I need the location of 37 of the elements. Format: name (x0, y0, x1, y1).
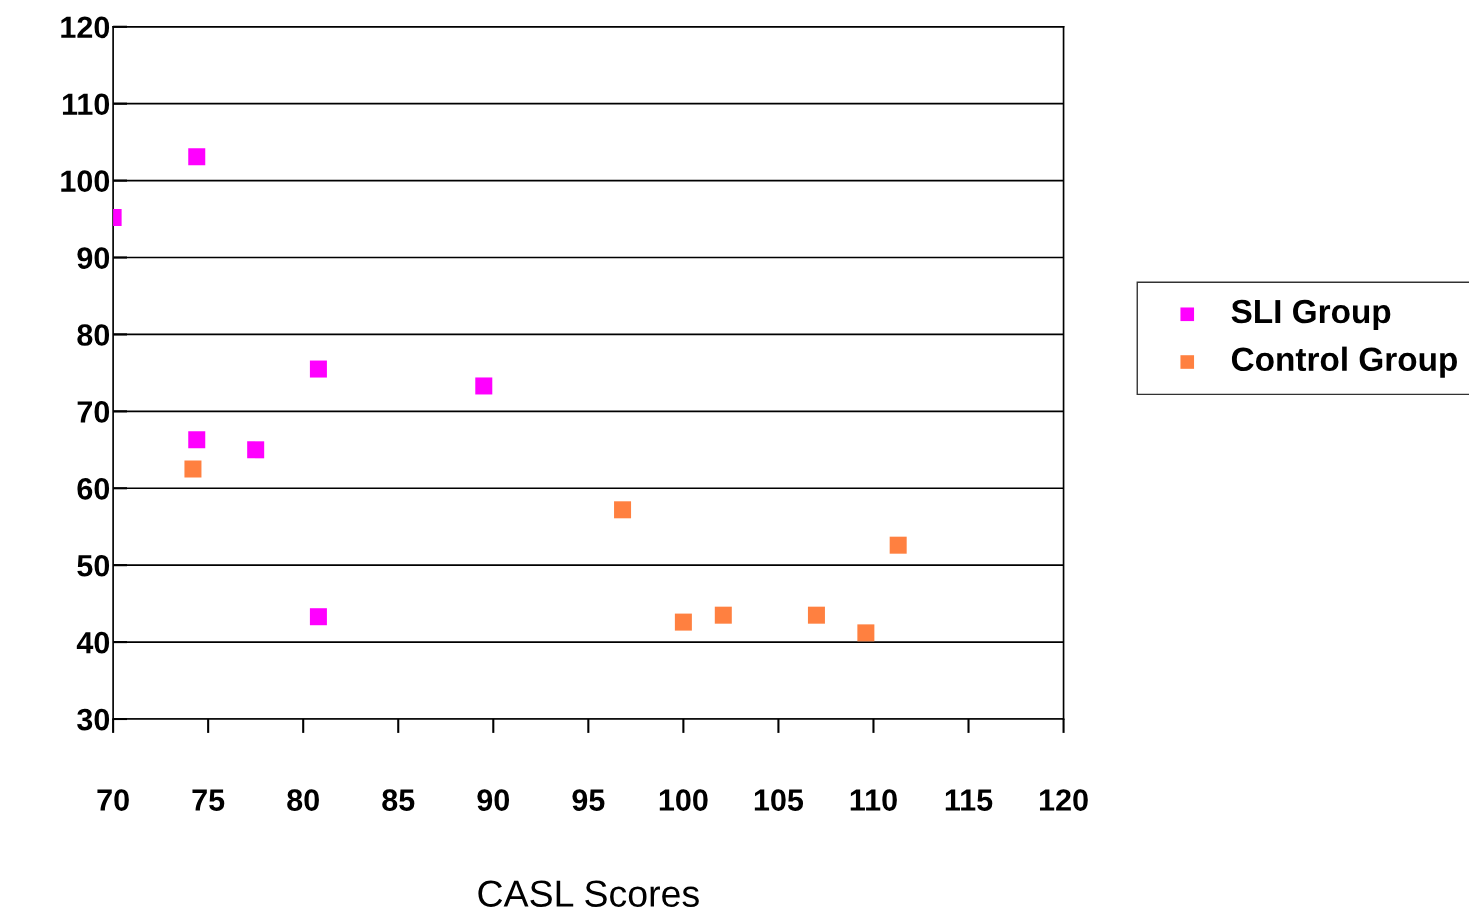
x-tick-label: 100 (659, 789, 708, 811)
point (614, 501, 632, 519)
point (309, 608, 327, 626)
x-tick-label: 80 (287, 789, 319, 811)
x-tick-label: 70 (97, 789, 129, 811)
point (857, 624, 875, 642)
point (889, 536, 907, 554)
point (247, 441, 265, 459)
point (188, 431, 206, 449)
legend-label: Control Group (1231, 346, 1457, 378)
y-tick-label: 50 (77, 554, 110, 577)
x-axis-title: CASL Scores (478, 880, 699, 907)
point (188, 148, 206, 166)
y-tick-label: 80 (77, 324, 110, 346)
x-tick-label: 90 (477, 789, 510, 811)
point (184, 460, 202, 478)
x-tick-label: 75 (192, 789, 225, 811)
point (714, 606, 732, 624)
point (807, 606, 825, 624)
x-tick-label: 120 (1039, 789, 1088, 811)
x-tick-label: 110 (850, 789, 897, 811)
y-tick-label: 100 (61, 170, 110, 192)
x-tick-label: 105 (754, 789, 804, 811)
x-tick-label: 115 (945, 789, 993, 811)
y-tick-label: 70 (77, 401, 110, 423)
y-tick-label: 40 (76, 631, 110, 654)
y-tick-label: 30 (77, 708, 110, 731)
x-tick-label: 85 (382, 789, 415, 811)
y-tick-label: 110 (62, 93, 110, 116)
y-tick-label: 90 (77, 247, 110, 269)
y-tick-label: 60 (77, 478, 110, 500)
x-tick-label: 95 (572, 789, 605, 811)
point (475, 377, 493, 395)
legend-label: SLI Group (1231, 299, 1391, 330)
point (309, 360, 327, 378)
y-tick-label: 120 (61, 16, 110, 39)
point (674, 613, 692, 631)
